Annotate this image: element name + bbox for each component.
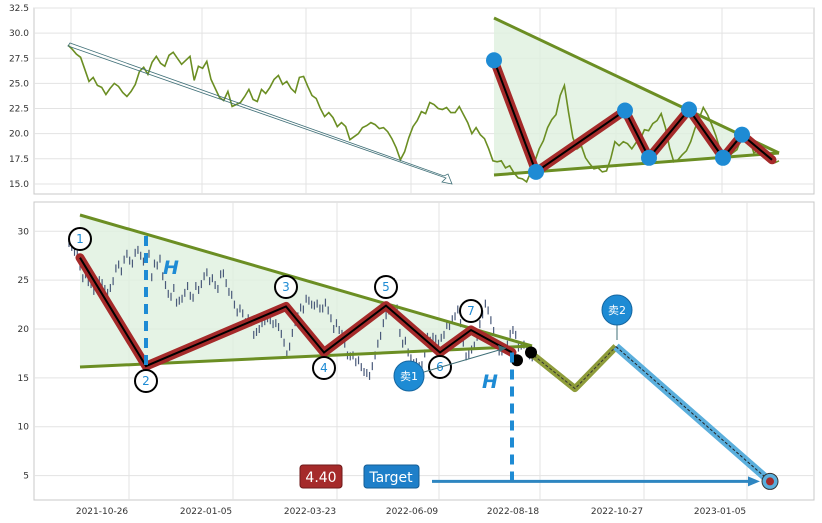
- pivot-marker: [734, 126, 750, 143]
- top-y-tick-label: 25.0: [9, 79, 29, 89]
- top-price-line: [67, 44, 780, 184]
- point-label: 4: [320, 361, 328, 375]
- bottom-y-tick-label: 30: [18, 227, 30, 237]
- sell1-label: 卖1: [400, 370, 418, 383]
- bottom-y-tick-label: 15: [18, 374, 29, 384]
- x-tick-label: 2022-03-23: [284, 507, 336, 517]
- top-panel: 15.0 17.5 20.0 22.5 25.0 27.5 30.0 32.5: [9, 4, 815, 195]
- point-label-badge: [274, 275, 298, 299]
- sell1-pointer: [423, 347, 507, 373]
- bottom-y-tick-label: 20: [18, 325, 30, 335]
- top-y-tick-label: 20.0: [9, 130, 29, 140]
- x-tick-label: 2022-08-18: [487, 507, 540, 517]
- target-pill: [363, 464, 420, 489]
- sell1-arrowhead: [498, 345, 506, 352]
- pivot-marker: [641, 149, 657, 166]
- pivot-marker: [486, 52, 502, 69]
- point-label-badge: [68, 227, 92, 251]
- point-label: 7: [467, 304, 475, 318]
- target-price-pill: [299, 464, 343, 489]
- point-label: 3: [282, 280, 290, 294]
- projection-blue-core: [615, 346, 771, 482]
- x-tick-label: 2022-01-05: [180, 507, 232, 517]
- bottom-y-tick-label: 25: [18, 276, 29, 286]
- bottom-y-tick-label: 10: [18, 423, 30, 433]
- pivot-marker: [617, 102, 633, 119]
- breakout-dot: [525, 346, 537, 359]
- top-y-tick-label: 27.5: [9, 54, 29, 64]
- point-label-badge: [134, 369, 158, 393]
- point-label: 1: [76, 232, 84, 246]
- downtrend-arrow: [67, 42, 453, 185]
- pivot-marker: [528, 163, 544, 180]
- top-y-tick-label: 32.5: [9, 4, 29, 14]
- point-label-badge: [374, 275, 398, 299]
- sell1-marker: [393, 360, 425, 392]
- target-arrowhead: [748, 476, 760, 487]
- height-label-right: H: [482, 371, 498, 393]
- point-label: 2: [142, 374, 150, 388]
- top-y-tick-label: 15.0: [9, 180, 29, 190]
- bottom-y-tick-label: 5: [23, 472, 29, 482]
- x-tick-label: 2022-06-09: [386, 507, 439, 517]
- sell2-marker: [601, 294, 633, 326]
- x-tick-label: 2022-10-27: [591, 507, 643, 517]
- pivot-marker: [681, 101, 697, 118]
- point-label-badge: [459, 299, 483, 323]
- target-label: Target: [368, 470, 413, 486]
- target-price-value: 4.40: [305, 470, 336, 486]
- height-label-left: H: [163, 257, 179, 279]
- top-y-tick-label: 22.5: [9, 105, 29, 115]
- top-y-tick-label: 17.5: [9, 155, 29, 165]
- sell2-label: 卖2: [608, 304, 626, 317]
- bottom-upper-trendline: [79, 213, 533, 348]
- point-label-badge: [312, 356, 336, 380]
- bottom-zigzag-core: [79, 257, 513, 368]
- top-upper-trendline: [493, 16, 780, 155]
- x-tick-label: 2021-10-26: [76, 507, 129, 517]
- projection-olive-core: [529, 346, 617, 390]
- point-label: 5: [382, 280, 390, 294]
- target-marker-core: [766, 477, 774, 486]
- pivot-marker: [715, 149, 731, 166]
- top-y-tick-label: 30.0: [9, 29, 29, 39]
- x-tick-label: 2023-01-05: [694, 507, 746, 517]
- top-panel-frame: [33, 7, 815, 195]
